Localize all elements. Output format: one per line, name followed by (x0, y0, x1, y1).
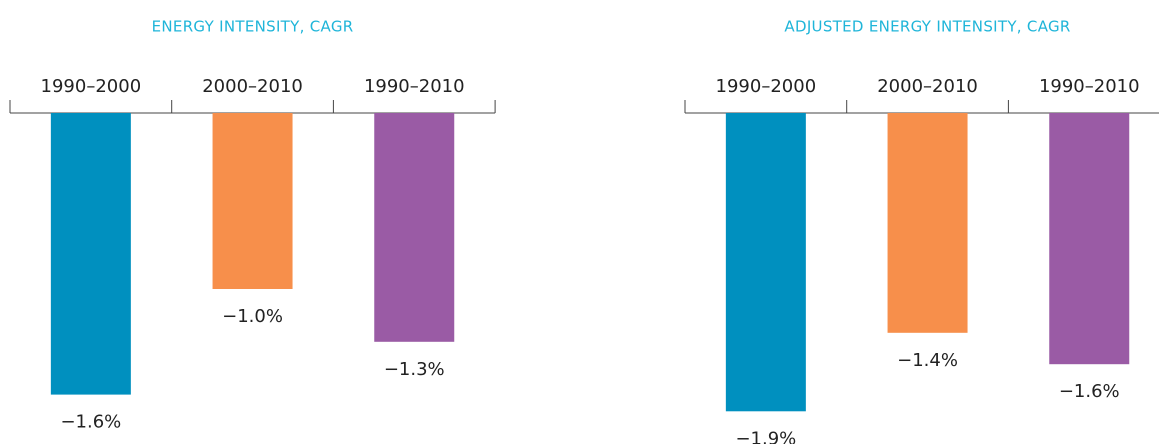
category-label: 1990–2010 (364, 76, 465, 97)
value-label: −1.6% (60, 412, 121, 433)
category-label: 1990–2000 (41, 76, 142, 97)
chart-title: ENERGY INTENSITY, CAGR (152, 18, 354, 36)
bar (887, 113, 968, 333)
bar (1049, 113, 1130, 365)
chart-title: ADJUSTED ENERGY INTENSITY, CAGR (784, 18, 1070, 36)
category-label: 1990–2000 (716, 76, 817, 97)
value-label: −1.4% (897, 350, 958, 371)
value-label: −1.6% (1059, 381, 1120, 402)
category-label: 2000–2010 (202, 76, 303, 97)
category-label: 2000–2010 (877, 76, 978, 97)
bar (50, 113, 131, 395)
value-label: −1.9% (735, 428, 796, 444)
value-label: −1.0% (222, 306, 283, 327)
bar (725, 113, 806, 412)
bar (374, 113, 455, 342)
category-label: 1990–2010 (1039, 76, 1140, 97)
bar (212, 113, 293, 289)
value-label: −1.3% (384, 359, 445, 380)
